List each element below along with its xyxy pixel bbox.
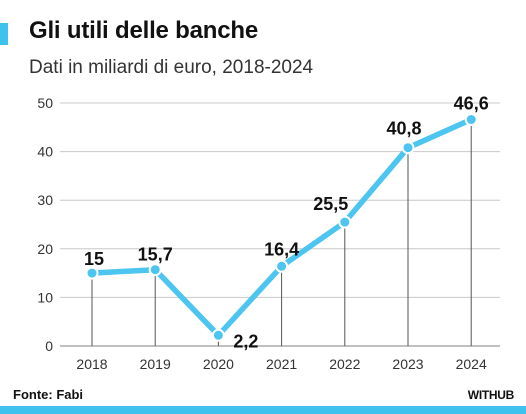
y-tick-label: 50: [37, 95, 53, 111]
data-point: [148, 263, 162, 277]
x-tick-label: 2024: [456, 356, 487, 372]
data-label: 15: [84, 249, 104, 269]
chart-subtitle: Dati in miliardi di euro, 2018-2024: [29, 57, 314, 78]
brand-logo: WITHUB: [467, 388, 515, 402]
data-point: [401, 141, 415, 155]
y-tick-label: 0: [45, 338, 53, 354]
data-point: [275, 259, 289, 273]
data-label: 2,2: [233, 331, 258, 351]
data-label: 46,6: [454, 94, 489, 114]
x-tick-label: 2018: [76, 356, 107, 372]
y-tick-label: 40: [37, 144, 53, 160]
accent-bar-left: [0, 23, 8, 45]
x-tick-label: 2019: [140, 356, 171, 372]
data-point: [338, 215, 352, 229]
x-tick-label: 2020: [203, 356, 234, 372]
accent-bar-bottom: [0, 406, 526, 414]
x-tick-label: 2023: [392, 356, 423, 372]
data-point: [464, 113, 478, 127]
y-tick-label: 30: [37, 192, 53, 208]
data-label: 40,8: [386, 119, 421, 139]
x-tick-label: 2022: [329, 356, 360, 372]
y-tick-label: 10: [37, 289, 53, 305]
data-label: 15,7: [138, 245, 173, 265]
y-tick-label: 20: [37, 241, 53, 257]
data-point: [85, 266, 99, 280]
data-point: [211, 328, 225, 342]
data-label: 25,5: [313, 194, 348, 214]
source-note: Fonte: Fabi: [13, 387, 84, 402]
data-label: 16,4: [264, 239, 299, 259]
x-tick-label: 2021: [266, 356, 297, 372]
chart-title: Gli utili delle banche: [29, 17, 258, 44]
